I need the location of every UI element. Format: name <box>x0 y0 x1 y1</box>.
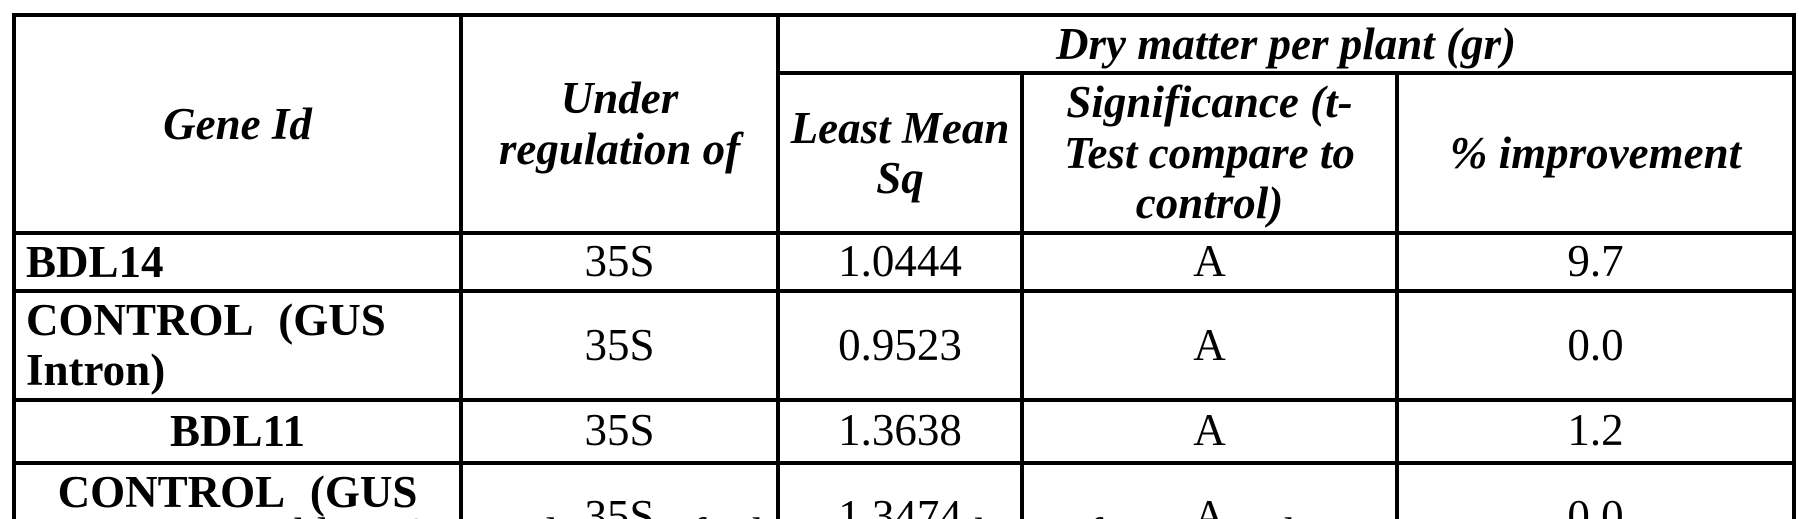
cell-improvement: 0.0 <box>1395 288 1796 402</box>
cell-significance: A <box>1020 397 1399 465</box>
cell-gene-id: BDL14 <box>12 230 463 293</box>
cell-gene-id: BDL11 <box>12 397 463 465</box>
cell-gene-id: CONTROL (GUS Intron) <box>12 288 463 402</box>
cell-least-mean-sq: 1.0444 <box>776 230 1024 293</box>
header-under-regulation-of: Under regulation of <box>459 13 780 235</box>
table-row-bdl14: BDL14 35S 1.0444 A 9.7 <box>12 230 1796 293</box>
cell-least-mean-sq: 0.9523 <box>776 288 1024 402</box>
cell-improvement: 0.0 <box>1395 460 1796 519</box>
table-row-control-2: CONTROL (GUS Intron) 35S 1.3474 A 0.0 <box>12 460 1796 519</box>
header-least-mean-sq: Least Mean Sq <box>776 71 1024 235</box>
cell-under-regulation: 35S <box>459 397 780 465</box>
cell-significance: A <box>1020 288 1399 402</box>
table-row-bdl11: BDL11 35S 1.3638 A 1.2 <box>12 397 1796 465</box>
cell-significance: A <box>1020 460 1399 519</box>
cell-least-mean-sq: 1.3474 <box>776 460 1024 519</box>
cell-under-regulation: 35S <box>459 288 780 402</box>
cell-improvement: 9.7 <box>1395 230 1796 293</box>
cell-gene-id: CONTROL (GUS Intron) <box>12 460 463 519</box>
cell-under-regulation: 35S <box>459 230 780 293</box>
cell-least-mean-sq: 1.3638 <box>776 397 1024 465</box>
cell-significance: A <box>1020 230 1399 293</box>
cell-under-regulation: 35S <box>459 460 780 519</box>
header-improvement: % improvement <box>1395 71 1796 235</box>
cell-improvement: 1.2 <box>1395 397 1796 465</box>
header-gene-id: Gene Id <box>12 13 463 235</box>
header-group-dry-matter: Dry matter per plant (gr) <box>776 12 1796 76</box>
dry-matter-table: Gene Id Under regulation of Dry matter p… <box>12 12 1796 519</box>
header-significance: Significance (t-Test compare to control) <box>1020 71 1399 235</box>
table-row-control-1: CONTROL (GUS Intron) 35S 0.9523 A 0.0 <box>12 288 1796 402</box>
clipped-caption-text: Table 10: Analyses of the ... number of … <box>250 508 1394 519</box>
